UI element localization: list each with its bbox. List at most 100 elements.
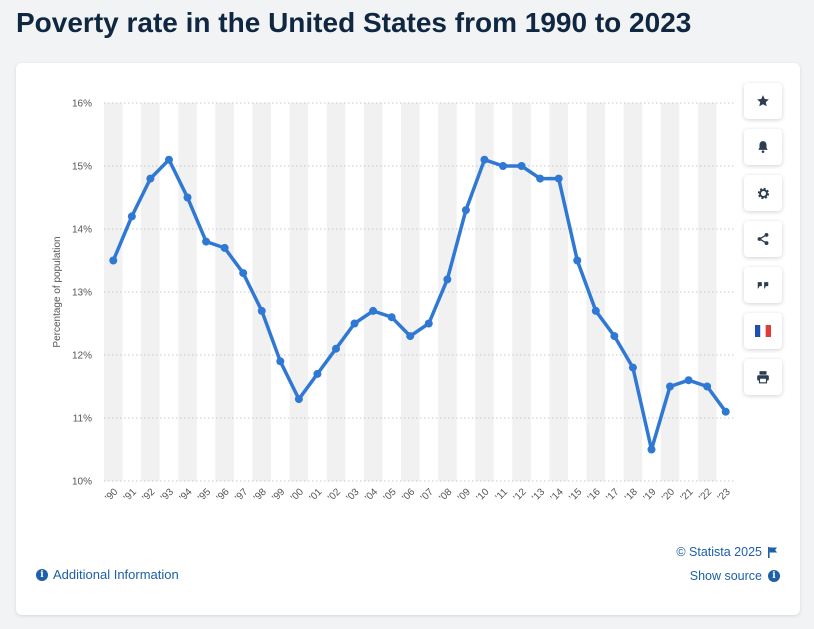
line-chart: 10% 11% 12% 13% 14% 15% 16% Percentage of popul… xyxy=(52,99,735,504)
data-point xyxy=(183,193,192,202)
show-source-label: Show source xyxy=(689,569,762,583)
data-point xyxy=(331,344,340,353)
column-band xyxy=(178,103,197,481)
data-point xyxy=(461,206,470,215)
language-button[interactable] xyxy=(744,313,782,349)
x-tick-label: '04 xyxy=(363,486,380,503)
data-point xyxy=(517,162,526,170)
data-point xyxy=(684,376,693,385)
show-source-link[interactable]: Show source i xyxy=(690,569,780,583)
print-icon xyxy=(757,371,769,384)
info-icon: i xyxy=(36,568,48,581)
x-tick-label: '23 xyxy=(716,486,733,503)
data-point xyxy=(554,174,563,183)
x-tick-label: '96 xyxy=(215,486,232,503)
quote-icon xyxy=(757,282,769,289)
additional-info-label: Additional Information xyxy=(53,567,179,582)
y-tick-label: 15% xyxy=(72,162,92,173)
x-tick-label: '01 xyxy=(307,486,324,503)
share-button[interactable] xyxy=(744,221,782,257)
info-icon: i xyxy=(768,570,780,582)
data-point xyxy=(480,155,489,164)
data-point xyxy=(257,306,266,315)
data-point xyxy=(406,332,415,341)
data-point xyxy=(424,319,433,328)
chart-toolbar xyxy=(744,83,784,405)
share-icon xyxy=(757,232,769,246)
x-tick-label: '15 xyxy=(567,486,584,503)
notification-button[interactable] xyxy=(744,129,782,165)
data-point xyxy=(499,162,508,170)
page-title: Poverty rate in the United States from 1… xyxy=(16,7,692,38)
settings-button[interactable] xyxy=(744,175,782,211)
data-point xyxy=(721,407,730,416)
chart-card: 10% 11% 12% 13% 14% 15% 16% Percentage of popul… xyxy=(16,63,800,615)
data-point xyxy=(628,363,637,372)
column-band xyxy=(326,103,346,481)
y-tick-label: 10% xyxy=(72,477,92,488)
series-line xyxy=(111,157,728,452)
x-tick-label: '99 xyxy=(270,486,287,503)
x-tick-label: '07 xyxy=(419,486,436,503)
data-point xyxy=(666,382,675,391)
column-band xyxy=(586,103,606,481)
data-point xyxy=(573,256,582,265)
star-icon xyxy=(757,95,769,107)
y-tick-label: 13% xyxy=(72,288,92,299)
data-point xyxy=(146,174,155,183)
x-tick-label: '97 xyxy=(233,486,250,503)
french-flag-icon xyxy=(755,325,771,337)
copyright-notice: © Statista 2025 xyxy=(676,545,778,559)
bell-icon xyxy=(758,141,768,154)
copyright-text: © Statista 2025 xyxy=(676,545,762,559)
additional-info-link[interactable]: i Additional Information xyxy=(36,567,179,582)
x-tick-label: '14 xyxy=(549,486,566,503)
data-point xyxy=(350,319,359,328)
x-tick-label: '13 xyxy=(530,486,547,503)
column-band xyxy=(438,103,457,481)
data-point xyxy=(164,155,173,164)
data-point xyxy=(369,306,378,315)
x-tick-label: '03 xyxy=(345,486,362,503)
favorite-button[interactable] xyxy=(744,83,782,119)
x-tick-label: '17 xyxy=(604,486,621,503)
flag-icon xyxy=(768,546,778,558)
x-tick-label: '19 xyxy=(642,486,659,503)
y-axis-title: Percentage of population xyxy=(52,236,63,347)
data-point xyxy=(443,275,452,284)
column-band xyxy=(400,103,420,481)
x-tick-label: '10 xyxy=(475,486,492,503)
data-point xyxy=(220,243,229,252)
x-tick-label: '21 xyxy=(679,486,696,503)
cite-button[interactable] xyxy=(744,267,782,303)
x-tick-label: '91 xyxy=(122,486,139,503)
data-point xyxy=(109,256,118,265)
x-tick-label: '22 xyxy=(697,486,714,503)
x-tick-label: '08 xyxy=(437,486,454,503)
y-tick-label: 11% xyxy=(73,414,92,425)
x-tick-label: '92 xyxy=(140,486,157,503)
x-tick-label: '90 xyxy=(103,486,120,503)
gear-icon xyxy=(757,187,769,199)
y-tick-label: 12% xyxy=(72,351,92,362)
x-tick-label: '18 xyxy=(623,486,640,503)
print-button[interactable] xyxy=(744,359,782,395)
data-point xyxy=(239,269,248,278)
x-tick-label: '95 xyxy=(196,486,213,503)
x-tick-label: '02 xyxy=(326,486,343,503)
column-band xyxy=(252,103,272,481)
y-tick-label: 16% xyxy=(72,99,92,110)
data-point xyxy=(276,357,285,366)
data-point xyxy=(387,313,396,322)
y-tick-label: 14% xyxy=(72,225,92,236)
x-tick-label: '98 xyxy=(252,486,269,503)
x-tick-label: '11 xyxy=(494,486,511,503)
x-tick-label: '94 xyxy=(178,486,195,503)
data-point xyxy=(591,306,600,315)
data-point xyxy=(294,395,303,404)
data-point xyxy=(647,445,656,454)
x-tick-label: '20 xyxy=(660,486,677,503)
data-point xyxy=(610,332,619,341)
data-point xyxy=(313,369,322,378)
x-tick-label: '06 xyxy=(400,486,417,503)
